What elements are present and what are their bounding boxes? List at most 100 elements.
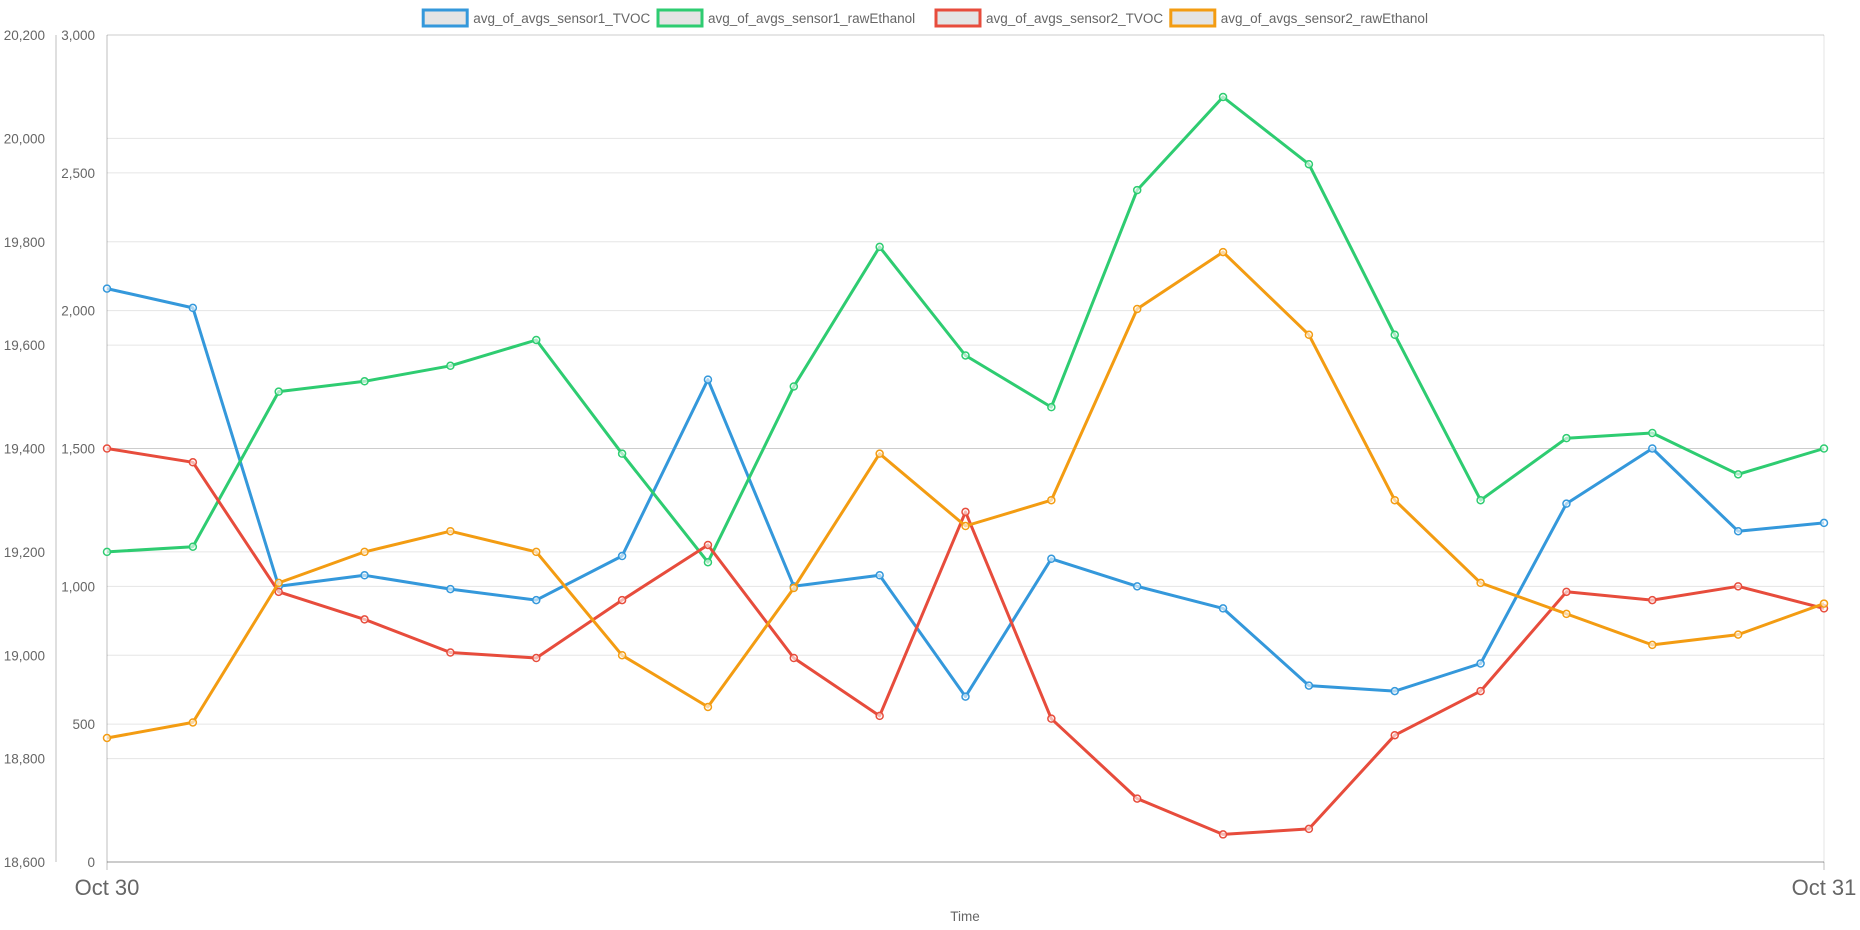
axes: 18,600 18,800 19,000 19,200 19,400 19,600 19,8… (4, 28, 1857, 900)
data-point[interactable] (1648, 595, 1657, 605)
data-point[interactable] (1390, 330, 1399, 340)
legend-swatch (1169, 8, 1217, 28)
data-point[interactable] (188, 718, 198, 727)
data-point[interactable] (1132, 582, 1142, 591)
data-point[interactable] (1733, 470, 1743, 479)
legend[interactable]: avg_of_avgs_sensor1_TVOC avg_of_avgs_sens… (421, 8, 1428, 28)
data-point[interactable] (1047, 495, 1056, 505)
data-point[interactable] (188, 458, 198, 467)
data-point[interactable] (1390, 686, 1399, 696)
data-point[interactable] (360, 615, 369, 624)
data-point[interactable] (274, 587, 283, 597)
data-point[interactable] (961, 507, 970, 517)
legend-label: avg_of_avgs_sensor2_TVOC (986, 11, 1163, 26)
data-point[interactable] (1218, 604, 1228, 613)
data-point[interactable] (1819, 599, 1829, 608)
data-point[interactable] (1819, 518, 1829, 528)
data-point[interactable] (1476, 578, 1485, 588)
data-point[interactable] (1047, 554, 1056, 564)
data-point[interactable] (360, 547, 369, 557)
data-point[interactable] (446, 361, 455, 371)
data-point[interactable] (274, 387, 283, 396)
data-point[interactable] (446, 648, 455, 657)
data-point[interactable] (789, 583, 799, 593)
data-point[interactable] (102, 444, 112, 453)
data-point[interactable] (446, 584, 455, 594)
data-point[interactable] (703, 540, 713, 550)
data-point[interactable] (875, 571, 884, 580)
data-point[interactable] (1476, 495, 1485, 505)
y-tick-label-inner: 3,000 (61, 28, 95, 43)
data-point[interactable] (961, 692, 970, 701)
data-point[interactable] (1562, 609, 1571, 619)
data-point[interactable] (1132, 794, 1142, 803)
legend-swatch (421, 8, 469, 28)
data-point[interactable] (532, 653, 541, 663)
data-point[interactable] (102, 733, 112, 743)
data-point[interactable] (1562, 433, 1571, 443)
data-point[interactable] (1218, 247, 1228, 257)
data-point[interactable] (532, 547, 541, 557)
data-point[interactable] (789, 653, 799, 663)
data-point[interactable] (1733, 526, 1743, 536)
data-point[interactable] (1733, 582, 1743, 591)
data-point[interactable] (1476, 659, 1485, 668)
data-point[interactable] (1218, 830, 1228, 839)
data-point[interactable] (617, 595, 627, 605)
y-tick-label-outer: 19,600 (4, 338, 45, 353)
legend-item[interactable]: avg_of_avgs_sensor2_TVOC (934, 8, 1163, 28)
data-point[interactable] (188, 542, 198, 551)
y-tick-label-outer: 20,000 (4, 131, 45, 146)
data-point[interactable] (789, 382, 799, 391)
data-point[interactable] (1304, 330, 1314, 340)
data-point[interactable] (532, 335, 541, 345)
data-point[interactable] (875, 449, 884, 458)
data-point[interactable] (1476, 686, 1485, 696)
data-point[interactable] (1562, 587, 1571, 597)
data-point[interactable] (875, 711, 884, 721)
data-point[interactable] (1819, 444, 1829, 453)
data-point[interactable] (1648, 640, 1657, 650)
data-point[interactable] (1047, 714, 1056, 723)
data-point[interactable] (360, 377, 369, 386)
data-point[interactable] (446, 526, 455, 536)
data-point[interactable] (188, 303, 198, 313)
data-point[interactable] (703, 557, 713, 567)
data-point[interactable] (961, 351, 970, 360)
series-0 (102, 284, 1829, 701)
legend-item[interactable]: avg_of_avgs_sensor1_rawEthanol (656, 8, 915, 28)
data-point[interactable] (703, 375, 713, 384)
y-tick-label-outer: 19,400 (4, 442, 45, 457)
legend-item[interactable]: avg_of_avgs_sensor1_TVOC (421, 8, 651, 28)
data-point[interactable] (1648, 428, 1657, 438)
data-point[interactable] (1648, 444, 1657, 453)
grid-lines (107, 34, 1824, 863)
data-point[interactable] (1047, 402, 1056, 412)
data-point[interactable] (617, 651, 627, 660)
data-point[interactable] (961, 521, 970, 531)
data-point[interactable] (617, 449, 627, 458)
data-point[interactable] (617, 551, 627, 561)
data-point[interactable] (1132, 304, 1142, 314)
data-point[interactable] (102, 284, 112, 293)
data-point[interactable] (875, 242, 884, 252)
legend-item[interactable]: avg_of_avgs_sensor2_rawEthanol (1169, 8, 1428, 28)
data-point[interactable] (532, 595, 541, 605)
data-point[interactable] (1304, 159, 1314, 169)
data-point[interactable] (1562, 499, 1571, 508)
data-point[interactable] (1733, 630, 1743, 639)
series-1 (102, 92, 1829, 567)
data-point[interactable] (360, 571, 369, 580)
data-point[interactable] (102, 547, 112, 557)
data-point[interactable] (1304, 681, 1314, 690)
legend-swatch (934, 8, 982, 28)
data-point[interactable] (1218, 92, 1228, 102)
data-point[interactable] (703, 702, 713, 712)
data-point[interactable] (274, 578, 283, 588)
data-point[interactable] (1132, 185, 1142, 195)
data-point[interactable] (1390, 495, 1399, 505)
data-point[interactable] (1304, 824, 1314, 834)
data-point[interactable] (1390, 730, 1399, 740)
